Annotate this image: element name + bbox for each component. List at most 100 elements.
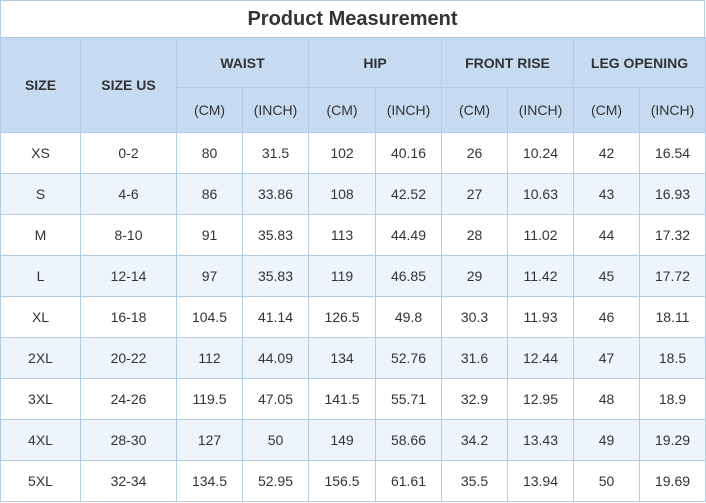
- data-row: L 12-14 97 35.83 119 46.85 29 11.42 45 17.72: [0, 255, 706, 297]
- cell: 11.02: [507, 214, 574, 256]
- header-cell: SIZE: [0, 37, 81, 133]
- cell: 52.95: [242, 460, 309, 502]
- cell: 41.14: [242, 296, 309, 338]
- data-row: 5XL 32-34 134.5 52.95 156.5 61.61 35.5 13.94 50 1…: [0, 460, 706, 502]
- cell: 49: [573, 419, 640, 461]
- cell: 58.66: [375, 419, 442, 461]
- cell: 35.83: [242, 255, 309, 297]
- header-group: FRONT RISE: [441, 37, 574, 88]
- cell: 42.52: [375, 173, 442, 215]
- header-group: WAIST: [176, 37, 309, 88]
- cell: 44: [573, 214, 640, 256]
- cell: 49.8: [375, 296, 442, 338]
- unit-cell: (INCH): [638, 87, 706, 133]
- cell: 33.86: [242, 173, 309, 215]
- cell: S: [0, 173, 81, 215]
- cell: 32.9: [441, 378, 508, 420]
- cell: 112: [176, 337, 243, 379]
- cell: 30.3: [441, 296, 508, 338]
- unit-cell: (CM): [176, 87, 243, 133]
- cell: 61.61: [375, 460, 442, 502]
- cell: 31.5: [242, 132, 309, 174]
- cell: 19.29: [638, 419, 706, 461]
- cell: 46: [573, 296, 640, 338]
- cell: 47.05: [242, 378, 309, 420]
- cell: 40.16: [375, 132, 442, 174]
- cell: 126.5: [308, 296, 376, 338]
- cell: 13.94: [507, 460, 574, 502]
- cell: 127: [176, 419, 243, 461]
- cell: 28: [441, 214, 508, 256]
- cell: 141.5: [308, 378, 376, 420]
- data-row: M 8-10 91 35.83 113 44.49 28 11.02 44 17.32: [0, 214, 706, 256]
- cell: 28-30: [80, 419, 177, 461]
- cell: 4-6: [80, 173, 177, 215]
- cell: 27: [441, 173, 508, 215]
- cell: 35.83: [242, 214, 309, 256]
- unit-cell: (CM): [308, 87, 376, 133]
- cell: 50: [573, 460, 640, 502]
- cell: 8-10: [80, 214, 177, 256]
- cell: 5XL: [0, 460, 81, 502]
- cell: 44.09: [242, 337, 309, 379]
- cell: 12-14: [80, 255, 177, 297]
- cell: 18.11: [638, 296, 706, 338]
- cell: 44.49: [375, 214, 442, 256]
- header-cell: SIZE US: [80, 37, 177, 133]
- cell: 104.5: [176, 296, 243, 338]
- cell: 134: [308, 337, 376, 379]
- unit-cell: (INCH): [375, 87, 442, 133]
- data-row: XL 16-18 104.5 41.14 126.5 49.8 30.3 11.93 46 18.…: [0, 296, 706, 338]
- cell: 47: [573, 337, 640, 379]
- cell: 17.72: [638, 255, 706, 297]
- header-group: HIP: [308, 37, 442, 88]
- unit-cell: (INCH): [242, 87, 309, 133]
- cell: 2XL: [0, 337, 81, 379]
- cell: 31.6: [441, 337, 508, 379]
- cell: 119.5: [176, 378, 243, 420]
- cell: 42: [573, 132, 640, 174]
- size-table: SIZE SIZE US WAIST HIP FRONT RISE LEG OPENING…: [0, 37, 706, 502]
- cell: 11.42: [507, 255, 574, 297]
- cell: 134.5: [176, 460, 243, 502]
- table-title: Product Measurement: [0, 0, 705, 37]
- cell: 35.5: [441, 460, 508, 502]
- data-row: S 4-6 86 33.86 108 42.52 27 10.63 43 16.93: [0, 173, 706, 215]
- cell: XS: [0, 132, 81, 174]
- cell: 52.76: [375, 337, 442, 379]
- cell: 0-2: [80, 132, 177, 174]
- cell: 4XL: [0, 419, 81, 461]
- data-row: 2XL 20-22 112 44.09 134 52.76 31.6 12.44 47 18.5: [0, 337, 706, 379]
- cell: 12.44: [507, 337, 574, 379]
- cell: 16-18: [80, 296, 177, 338]
- cell: 43: [573, 173, 640, 215]
- cell: 34.2: [441, 419, 508, 461]
- cell: 32-34: [80, 460, 177, 502]
- unit-cell: (CM): [441, 87, 508, 133]
- cell: 97: [176, 255, 243, 297]
- cell: 12.95: [507, 378, 574, 420]
- cell: 102: [308, 132, 376, 174]
- data-row: 3XL 24-26 119.5 47.05 141.5 55.71 32.9 12.95 48 1…: [0, 378, 706, 420]
- cell: 16.54: [638, 132, 706, 174]
- cell: 17.32: [638, 214, 706, 256]
- header-group: LEG OPENING: [572, 37, 706, 88]
- cell: 80: [176, 132, 243, 174]
- cell: 20-22: [80, 337, 177, 379]
- cell: 91: [176, 214, 243, 256]
- cell: 10.24: [507, 132, 574, 174]
- cell: 86: [176, 173, 243, 215]
- cell: 13.43: [507, 419, 574, 461]
- unit-cell: (CM): [573, 87, 640, 133]
- cell: 48: [573, 378, 640, 420]
- cell: 26: [441, 132, 508, 174]
- cell: 108: [308, 173, 376, 215]
- cell: L: [0, 255, 81, 297]
- cell: 19.69: [638, 460, 706, 502]
- cell: 11.93: [507, 296, 574, 338]
- cell: 45: [573, 255, 640, 297]
- cell: 18.5: [638, 337, 706, 379]
- cell: 55.71: [375, 378, 442, 420]
- cell: XL: [0, 296, 81, 338]
